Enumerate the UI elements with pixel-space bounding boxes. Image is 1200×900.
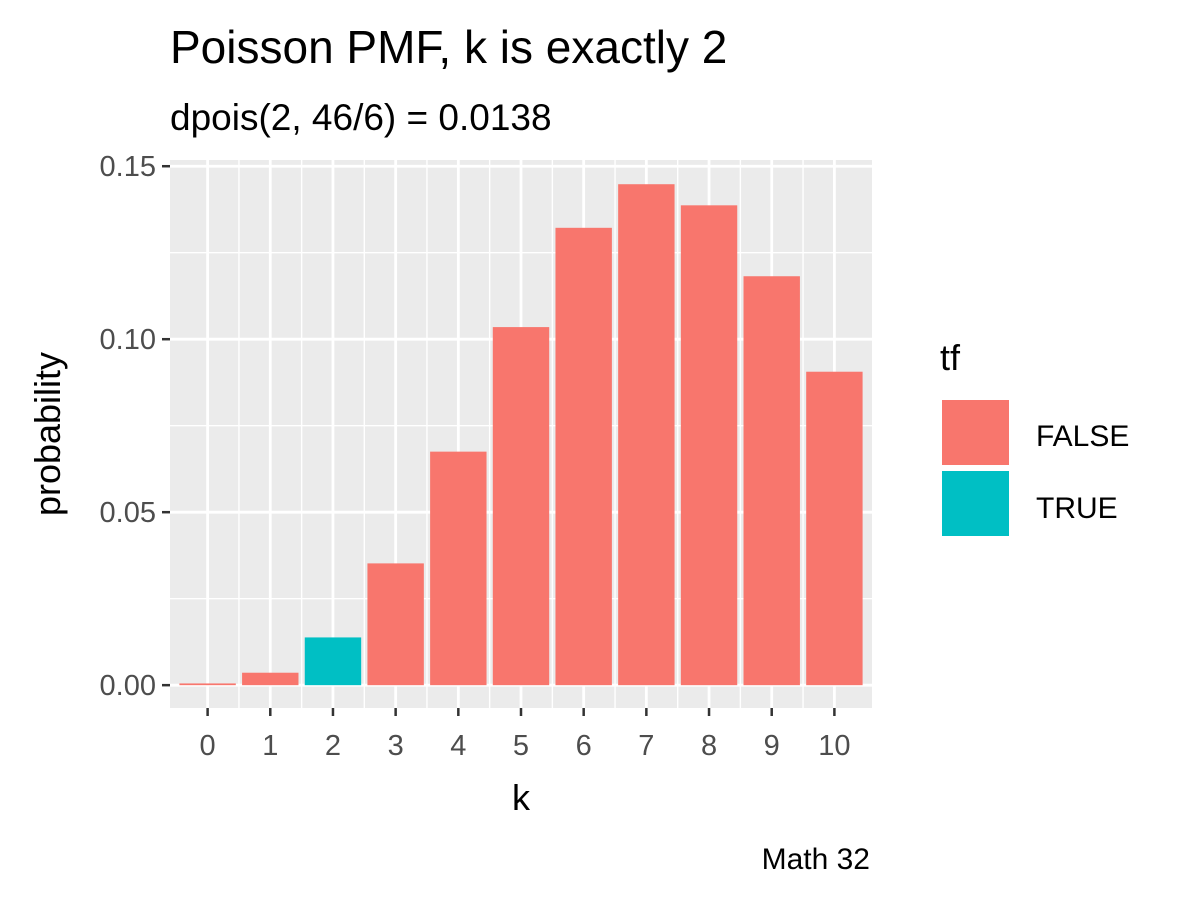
chart-title: Poisson PMF, k is exactly 2 xyxy=(170,21,727,73)
legend-key-false xyxy=(940,398,1011,467)
x-tick-label: 10 xyxy=(818,730,850,762)
bar xyxy=(680,205,738,686)
caption: Math 32 xyxy=(762,843,870,876)
bar xyxy=(304,637,362,686)
bar xyxy=(743,276,800,686)
legend-label-true: TRUE xyxy=(1036,492,1118,525)
x-tick-label: 0 xyxy=(200,730,216,762)
y-tick-label: 0.00 xyxy=(100,670,156,702)
x-tick-label: 3 xyxy=(388,730,404,762)
bars xyxy=(179,184,863,686)
x-tick-label: 1 xyxy=(262,730,278,762)
x-tick-label: 9 xyxy=(764,730,780,762)
bar xyxy=(618,184,675,686)
bar xyxy=(242,672,299,686)
x-tick-label: 4 xyxy=(450,730,466,762)
chart-subtitle: dpois(2, 46/6) = 0.0138 xyxy=(170,97,552,138)
legend-label-false: FALSE xyxy=(1036,420,1129,453)
x-tick-label: 5 xyxy=(513,730,529,762)
legend: tf FALSE TRUE xyxy=(940,337,1129,538)
x-axis: 0 1 2 3 4 5 6 7 8 9 10 xyxy=(200,708,851,762)
y-tick-label: 0.15 xyxy=(100,151,156,183)
x-tick-label: 8 xyxy=(701,730,717,762)
y-axis-title: probability xyxy=(27,352,68,516)
bar xyxy=(179,683,236,686)
y-tick-label: 0.10 xyxy=(100,324,156,356)
bar xyxy=(430,451,487,686)
y-tick-label: 0.05 xyxy=(100,497,156,529)
bar xyxy=(492,327,550,686)
x-axis-title: k xyxy=(512,777,531,818)
x-tick-label: 2 xyxy=(325,730,341,762)
x-tick-label: 6 xyxy=(576,730,592,762)
bar xyxy=(367,563,424,686)
bar xyxy=(806,371,863,686)
legend-key-true xyxy=(940,469,1011,538)
bar xyxy=(555,227,612,686)
legend-title: tf xyxy=(940,337,961,378)
y-axis: 0.00 0.05 0.10 0.15 xyxy=(100,151,170,702)
x-tick-label: 7 xyxy=(638,730,654,762)
